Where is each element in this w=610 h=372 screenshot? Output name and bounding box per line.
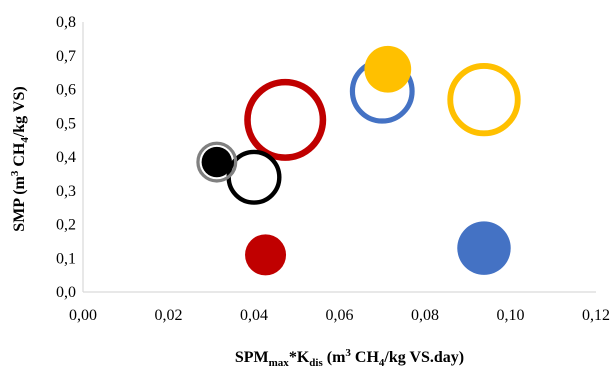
y-tick-label: 0,0 (56, 284, 76, 301)
x-tick-label: 0,08 (411, 307, 439, 324)
bubble-series (196, 45, 521, 276)
y-tick-label: 0,6 (56, 82, 76, 99)
x-tick-label: 0,12 (582, 307, 610, 324)
y-tick-label: 0,4 (56, 149, 76, 166)
y-tick-label: 0,1 (56, 250, 76, 267)
bubble-point (245, 234, 287, 276)
x-tick-label: 0,06 (326, 307, 354, 324)
axes: 0,0 0,1 0,2 0,3 0,4 0,5 0,6 0,7 0,8 0,00 0,02 0,04 0… (56, 14, 610, 324)
bubble-point (447, 62, 521, 137)
x-tick-label: 0,00 (69, 307, 97, 324)
axis-titles: SPMmax*Kdis (m3 CH4/kg VS.day) SMP (m3 CH… (9, 86, 464, 369)
bubble-point (244, 78, 327, 161)
x-tick-label: 0,02 (155, 307, 183, 324)
y-tick-label: 0,8 (56, 14, 76, 31)
bubble-point (364, 45, 412, 93)
x-axis-title: SPMmax*Kdis (m3 CH4/kg VS.day) (235, 347, 464, 369)
bubble-point (196, 141, 238, 183)
y-tick-label: 0,3 (56, 183, 76, 200)
x-tick-label: 0,04 (240, 307, 268, 324)
y-tick-label: 0,2 (56, 217, 76, 234)
y-tick-label: 0,5 (56, 115, 76, 132)
y-tick-label: 0,7 (56, 48, 76, 65)
x-tick-label: 0,10 (497, 307, 525, 324)
bubble-point (457, 221, 511, 275)
bubble-point (201, 146, 233, 178)
y-axis-title: SMP (m3 CH4/kg VS) (9, 86, 31, 231)
